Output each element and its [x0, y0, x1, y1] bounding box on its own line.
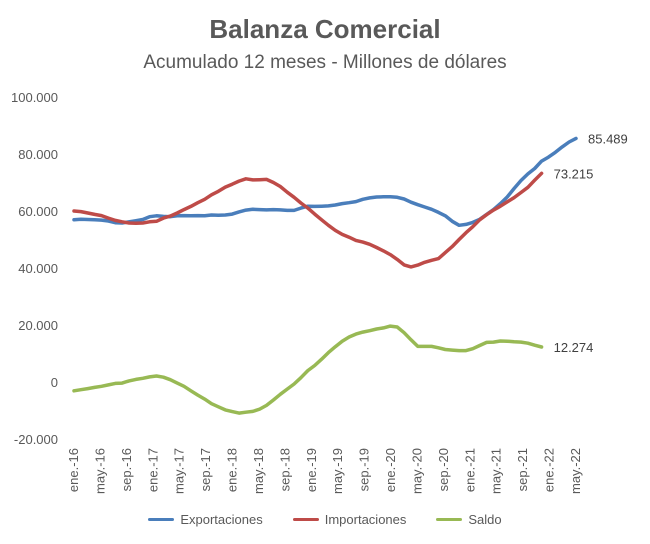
series-line-exportaciones — [72, 136, 578, 228]
series-line-importaciones — [72, 171, 544, 269]
legend-label-importaciones: Importaciones — [324, 512, 407, 527]
x-tick-label: ene.-20 — [383, 448, 398, 492]
x-tick-label: sep.-20 — [436, 448, 451, 491]
series-line-saldo — [72, 324, 544, 415]
legend-item-importaciones: Importaciones — [292, 512, 407, 527]
x-tick-label: ene.-17 — [145, 448, 160, 492]
y-tick-label: 100.000 — [11, 90, 58, 105]
x-tick-label: sep.-19 — [357, 448, 372, 491]
end-value-label-importaciones: 73.215 — [554, 166, 594, 181]
x-tick-label: sep.-17 — [198, 448, 213, 491]
legend: Exportaciones Importaciones Saldo — [0, 512, 650, 527]
x-tick-label: may.-22 — [568, 448, 583, 494]
legend-swatch-exportaciones — [148, 518, 175, 521]
y-tick-label: -20.000 — [14, 432, 58, 447]
x-tick-label: may.-21 — [489, 448, 504, 494]
legend-label-exportaciones: Exportaciones — [180, 512, 263, 527]
x-tick-label: sep.-18 — [277, 448, 292, 491]
x-tick-label: ene.-22 — [542, 448, 557, 492]
chart-subtitle: Acumulado 12 meses - Millones de dólares — [143, 52, 507, 73]
x-tick-label: may.-17 — [172, 448, 187, 494]
legend-label-saldo: Saldo — [468, 512, 502, 527]
x-tick-label: may.-20 — [409, 448, 424, 494]
x-tick-label: ene.-19 — [304, 448, 319, 492]
x-tick-label: may.-18 — [251, 448, 266, 494]
y-tick-label: 0 — [51, 375, 58, 390]
y-tick-label: 80.000 — [18, 147, 58, 162]
y-tick-label: 40.000 — [18, 261, 58, 276]
x-tick-label: ene.-21 — [462, 448, 477, 492]
x-tick-label: sep.-21 — [515, 448, 530, 491]
x-tick-label: may.-16 — [92, 448, 107, 494]
x-tick-label: sep.-16 — [119, 448, 134, 491]
legend-swatch-saldo — [436, 518, 463, 521]
y-tick-label: 60.000 — [18, 204, 58, 219]
x-tick-label: may.-19 — [330, 448, 345, 494]
end-value-label-saldo: 12.274 — [554, 340, 594, 355]
y-tick-label: 20.000 — [18, 318, 58, 333]
legend-item-exportaciones: Exportaciones — [148, 512, 263, 527]
legend-swatch-importaciones — [292, 518, 319, 521]
end-value-label-exportaciones: 85.489 — [588, 131, 628, 146]
legend-item-saldo: Saldo — [436, 512, 502, 527]
x-tick-label: ene.-18 — [225, 448, 240, 492]
x-tick-label: ene.-16 — [66, 448, 81, 492]
chart-title: Balanza Comercial — [209, 14, 441, 44]
